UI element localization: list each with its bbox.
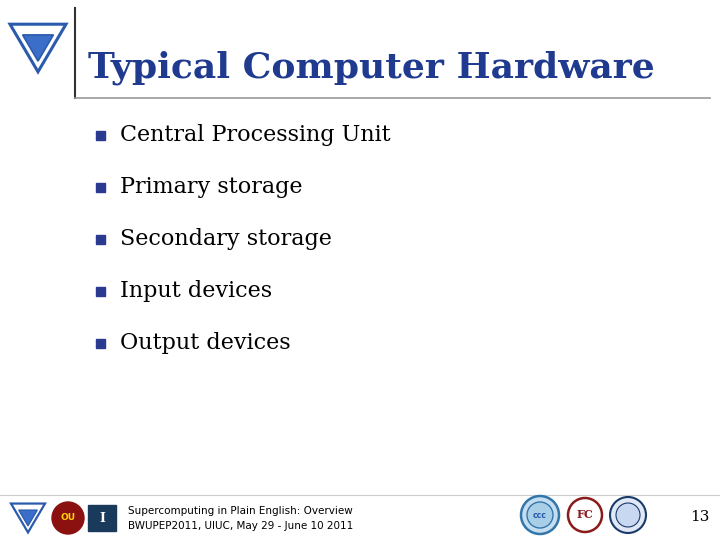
Text: Output devices: Output devices bbox=[120, 332, 291, 354]
Text: FC: FC bbox=[577, 510, 593, 521]
Bar bbox=[88, 505, 116, 531]
Circle shape bbox=[610, 497, 646, 533]
Text: Typical Computer Hardware: Typical Computer Hardware bbox=[88, 51, 654, 85]
Bar bbox=[96, 234, 104, 244]
Text: BWUPEP2011, UIUC, May 29 - June 10 2011: BWUPEP2011, UIUC, May 29 - June 10 2011 bbox=[128, 521, 354, 531]
Bar bbox=[96, 131, 104, 139]
Circle shape bbox=[616, 503, 640, 527]
Text: Central Processing Unit: Central Processing Unit bbox=[120, 124, 391, 146]
Bar bbox=[96, 287, 104, 295]
Circle shape bbox=[568, 498, 602, 532]
Text: Secondary storage: Secondary storage bbox=[120, 228, 332, 250]
Circle shape bbox=[527, 502, 553, 528]
Text: Primary storage: Primary storage bbox=[120, 176, 302, 198]
Circle shape bbox=[521, 496, 559, 534]
Text: OU: OU bbox=[60, 514, 76, 523]
Circle shape bbox=[52, 502, 84, 534]
Polygon shape bbox=[19, 510, 37, 526]
Text: 13: 13 bbox=[690, 510, 710, 524]
Text: ccc: ccc bbox=[533, 510, 547, 519]
Text: I: I bbox=[99, 511, 105, 524]
Text: Supercomputing in Plain English: Overview: Supercomputing in Plain English: Overvie… bbox=[128, 506, 353, 516]
Polygon shape bbox=[22, 35, 53, 61]
Bar bbox=[96, 183, 104, 192]
Bar bbox=[96, 339, 104, 348]
Text: Input devices: Input devices bbox=[120, 280, 272, 302]
